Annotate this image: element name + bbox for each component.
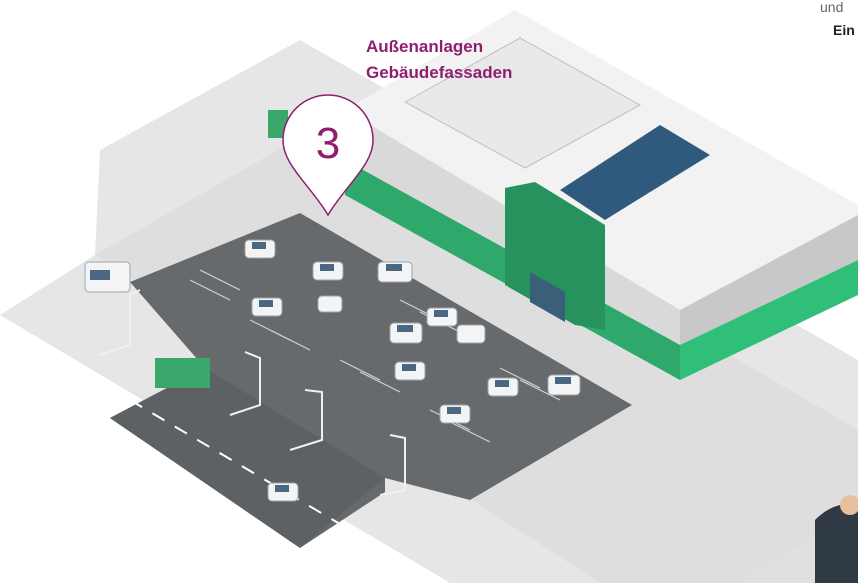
entrance-door	[530, 272, 565, 322]
skylight	[560, 125, 710, 220]
side-wall	[680, 215, 858, 345]
headline-line: Außenanlagen	[366, 37, 483, 56]
pin-number: 3	[316, 119, 340, 168]
headline-line: Gebäudefassaden	[366, 63, 512, 82]
roof-unit	[403, 37, 642, 169]
road-marking	[129, 399, 351, 531]
person	[740, 495, 858, 583]
side-text: und	[820, 0, 843, 15]
road	[110, 368, 385, 548]
pin	[282, 94, 374, 217]
side-text: Ein	[833, 22, 855, 38]
side-band	[680, 260, 858, 380]
truck-2	[268, 110, 288, 138]
lamps	[99, 289, 406, 496]
truck	[155, 358, 210, 388]
cars	[84, 110, 581, 502]
